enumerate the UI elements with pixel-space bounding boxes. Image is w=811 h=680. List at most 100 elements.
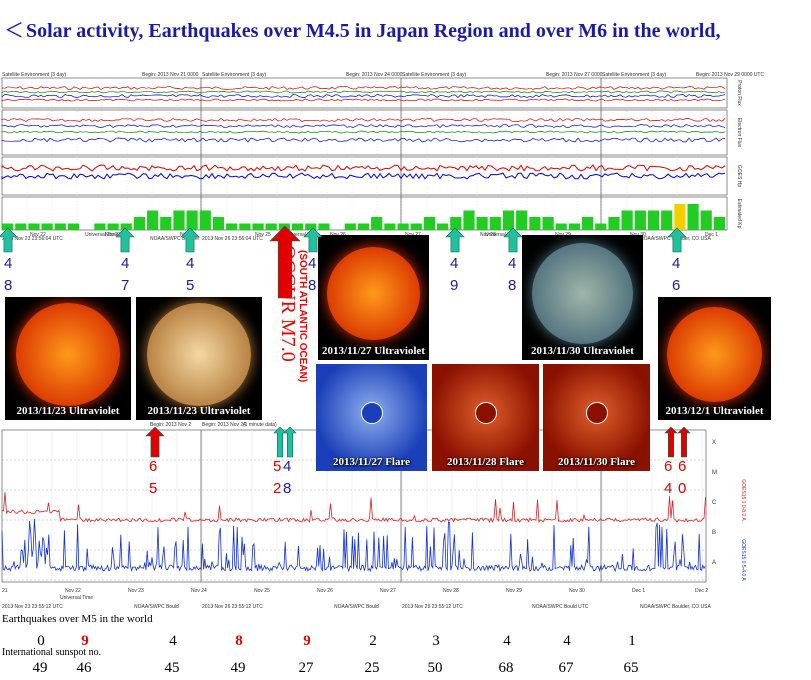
japan-eq-arrow bbox=[180, 227, 200, 253]
eq-count-cell: 4 bbox=[503, 633, 511, 649]
flare-image-1127: 2013/11/27 Flare bbox=[316, 364, 427, 471]
japan-eq-mag-int: 4 bbox=[450, 255, 459, 272]
m7-occur-arrow bbox=[269, 225, 301, 299]
japan-eq-arrow bbox=[445, 227, 465, 253]
legend-blue: GOES15 0.5-4.0 A bbox=[740, 539, 746, 581]
top-date-label: Nov 28 bbox=[480, 232, 496, 238]
photo-caption: 2013/11/27 Flare bbox=[332, 456, 411, 468]
xray-date-label: Nov 22 bbox=[65, 588, 81, 594]
top-utc-label: Universal Time bbox=[285, 232, 318, 238]
eq-count-cell: 0 bbox=[37, 633, 45, 649]
japan-eq-mag-int: 4 bbox=[121, 255, 130, 272]
kp-bar bbox=[634, 210, 646, 230]
sunspot-cell: 65 bbox=[623, 660, 639, 676]
xray-footer: NOAA/SWPC Bould bbox=[134, 604, 179, 610]
top-header-text: Begin: 2013 Nov 27 0000 bbox=[546, 72, 603, 78]
xray-class-label: B bbox=[712, 530, 716, 536]
kp-bar bbox=[568, 223, 580, 230]
xray-date-label: Nov 23 bbox=[128, 588, 144, 594]
kp-bar bbox=[423, 217, 435, 230]
kp-bar bbox=[305, 223, 317, 230]
kp-bar bbox=[516, 210, 528, 230]
top-header-text: Begin: 2013 Nov 24 0000 bbox=[346, 72, 403, 78]
kp-bar bbox=[502, 210, 515, 230]
japan-eq-arrow bbox=[273, 426, 287, 458]
top-utc-label: Universal Time bbox=[485, 232, 518, 238]
top-date-label: Dec 1 bbox=[705, 232, 718, 238]
top-header-text: Satellite Environment (3 day) bbox=[202, 72, 267, 78]
world-eq-mag-dec: 5 bbox=[149, 480, 158, 497]
xray-footer: NOAA/SWPC Bould UTC bbox=[532, 604, 589, 610]
xray-date-label: Nov 24 bbox=[191, 588, 207, 594]
world-eq-arrow bbox=[677, 426, 691, 458]
sunspot-cell: 49 bbox=[230, 660, 246, 676]
sun-disk bbox=[16, 302, 120, 407]
kp-bar bbox=[54, 223, 66, 230]
top-header-text: Begin: 2013 Nov 21 0000 bbox=[142, 72, 199, 78]
flux-line bbox=[1, 164, 726, 172]
kp-bar bbox=[621, 210, 633, 230]
sun-disk bbox=[147, 302, 251, 407]
sunspot-cell: 49 bbox=[32, 660, 48, 676]
kp-bar bbox=[595, 223, 607, 230]
occur-location-label: (SOUTH ATLANTIC OCEAN) bbox=[297, 250, 308, 383]
kp-bar bbox=[357, 223, 370, 230]
kp-bar bbox=[410, 223, 422, 230]
sunspot-label: International sunspot no. bbox=[2, 647, 102, 658]
photo-caption: 2013/11/30 Ultraviolet bbox=[531, 345, 634, 357]
xray-footer: NOAA/SWPC Bould bbox=[334, 604, 379, 610]
flux-line bbox=[1, 86, 726, 90]
photo-caption: 2013/11/23 Ultraviolet bbox=[147, 405, 251, 417]
top-row-frame bbox=[1, 77, 728, 109]
kp-bar bbox=[318, 223, 330, 230]
kp-bar bbox=[107, 223, 119, 230]
top-footer: NOAA/SWPC Boulder bbox=[150, 236, 200, 242]
flux-line bbox=[1, 172, 726, 180]
eq-count-cell: 4 bbox=[563, 633, 571, 649]
photo-caption: 2013/11/30 Flare bbox=[557, 456, 636, 468]
world-eq-mag-int: 5 bbox=[273, 458, 282, 475]
top-date-label: Nov 23 bbox=[105, 232, 121, 238]
world-eq-mag-dec: 4 bbox=[664, 480, 673, 497]
japan-eq-arrow bbox=[283, 426, 297, 458]
photo-caption: 2013/12/1 Ultraviolet bbox=[665, 405, 764, 417]
japan-eq-arrow bbox=[115, 227, 135, 253]
eq-count-label: Earthquakes over M5 in the world bbox=[2, 613, 153, 625]
xray-footer: NOAA/SWPC Boulder, CO USA bbox=[640, 604, 712, 610]
kp-bar bbox=[582, 217, 594, 230]
xray-date-label: Nov 26 bbox=[317, 588, 333, 594]
top-header-text: Satellite Environment (3 day) bbox=[2, 72, 67, 78]
kp-bar bbox=[397, 223, 409, 230]
xray-date-label: Dec 1 bbox=[632, 588, 645, 594]
earthquake-arrows bbox=[0, 225, 691, 458]
photo-caption: 2013/11/28 Flare bbox=[446, 456, 525, 468]
kp-bar bbox=[687, 204, 699, 230]
kp-bar bbox=[542, 217, 554, 230]
eq-count-cell: 2 bbox=[369, 633, 377, 649]
occur-m7-label: OCCUR M7.0 bbox=[277, 245, 299, 362]
sunspot-cell: 45 bbox=[164, 660, 180, 676]
title-text: Solar activity, Earthquakes over M4.5 in… bbox=[26, 20, 721, 42]
top-header-text: Begin: 2013 Nov 29 0000 UTC bbox=[696, 72, 764, 78]
eq-count-cell: 4 bbox=[169, 633, 177, 649]
japan-eq-mag-dec: 5 bbox=[186, 277, 195, 294]
flare-image-1128: 2013/11/28 Flare bbox=[432, 364, 539, 471]
kp-bar bbox=[239, 223, 251, 230]
flux-line bbox=[1, 118, 726, 122]
kp-bar bbox=[67, 223, 80, 230]
eq-count-cell: 8 bbox=[235, 633, 243, 649]
xray-short-line bbox=[1, 518, 706, 573]
kp-bar bbox=[2, 223, 14, 230]
japan-eq-mag-int: 4 bbox=[508, 255, 517, 272]
kp-bar bbox=[292, 223, 304, 230]
japan-eq-mag-dec: 6 bbox=[672, 277, 681, 294]
xray-header: (1 minute data) bbox=[243, 422, 277, 428]
kp-bar bbox=[700, 210, 712, 230]
sun-image-1123a: 2013/11/23 Ultraviolet bbox=[5, 297, 131, 420]
kp-bar bbox=[28, 223, 40, 230]
page-title: ＜ Solar activity, Earthquakes over M4.5 i… bbox=[4, 14, 811, 43]
sunspot-cell: 25 bbox=[364, 660, 380, 676]
top-row-label: Proton Flux bbox=[736, 80, 742, 106]
japan-eq-mag-int: 4 bbox=[672, 255, 681, 272]
kp-bar bbox=[476, 217, 488, 230]
